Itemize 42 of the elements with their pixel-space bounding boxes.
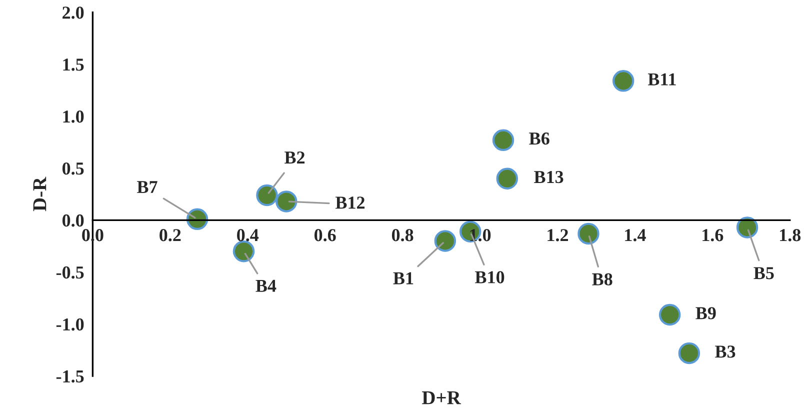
annotation: B10: [475, 271, 504, 284]
x-tick-label: 0.8: [392, 229, 414, 242]
x-tick-label: 1.4: [625, 229, 646, 242]
annotation: B1: [393, 272, 414, 284]
point: [612, 70, 634, 92]
point: [256, 184, 278, 206]
y-tick-label: -0.5: [56, 266, 84, 279]
annotation: B4: [256, 280, 276, 292]
y-tick-label: -1.5: [56, 370, 84, 383]
y-tick-label: 1.5: [63, 58, 84, 71]
point: [492, 129, 514, 152]
annotation: B5: [754, 267, 774, 280]
point: [496, 168, 518, 190]
point: [275, 190, 298, 212]
x-tick-label: 1.8: [780, 229, 801, 242]
annotation: B3: [715, 346, 736, 358]
annotation: B8: [592, 273, 612, 286]
annotation: B9: [696, 307, 716, 320]
y-tick-label: 1.0: [63, 110, 84, 123]
point: [736, 216, 758, 238]
x-tick-label: 0.2: [160, 229, 181, 242]
x-tick-label: 0.4: [237, 229, 259, 242]
x-tick-label: 0.6: [314, 229, 336, 242]
x-axis-title: D+R: [422, 391, 462, 404]
x-tick-label: 1.6: [702, 229, 724, 242]
annotation: B11: [648, 73, 676, 86]
annotation: B2: [284, 152, 305, 164]
point: [434, 230, 456, 252]
y-tick-label: 0.0: [62, 214, 84, 227]
annotation: B7: [137, 181, 158, 193]
point: [232, 240, 255, 262]
y-tick-label: 2.0: [62, 6, 84, 19]
y-axis-title: D-R: [33, 176, 46, 212]
annotation: B13: [534, 170, 564, 184]
annotation: B6: [529, 132, 550, 145]
y-tick-label: -1.0: [56, 318, 84, 331]
y-tick-label: 0.5: [62, 162, 84, 175]
annotation: B12: [335, 196, 365, 209]
x-tick-label: 1.2: [548, 229, 568, 242]
point: [578, 222, 600, 245]
point: [658, 304, 681, 326]
point: [678, 342, 700, 364]
